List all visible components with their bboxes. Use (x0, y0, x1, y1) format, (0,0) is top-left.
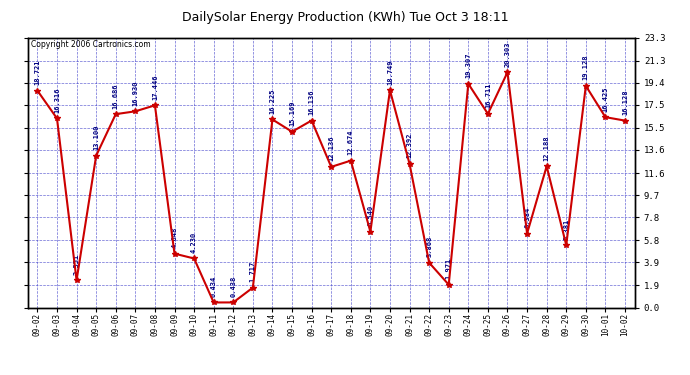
Text: 20.303: 20.303 (504, 41, 511, 67)
Text: DailySolar Energy Production (KWh) Tue Oct 3 18:11: DailySolar Energy Production (KWh) Tue O… (181, 11, 509, 24)
Text: Copyright 2006 Cartronics.com: Copyright 2006 Cartronics.com (30, 40, 150, 49)
Text: 1.717: 1.717 (250, 261, 256, 282)
Text: 16.128: 16.128 (622, 90, 628, 115)
Text: 6.540: 6.540 (367, 205, 373, 226)
Text: 16.136: 16.136 (308, 90, 315, 115)
Text: 19.307: 19.307 (465, 53, 471, 78)
Text: 16.686: 16.686 (112, 83, 119, 109)
Text: 0.434: 0.434 (210, 276, 217, 297)
Text: 12.188: 12.188 (544, 135, 550, 161)
Text: 19.128: 19.128 (583, 55, 589, 80)
Text: 18.749: 18.749 (387, 59, 393, 85)
Text: 6.384: 6.384 (524, 207, 530, 228)
Text: 16.316: 16.316 (54, 87, 60, 113)
Text: 1.971: 1.971 (446, 258, 452, 279)
Text: 13.100: 13.100 (93, 124, 99, 150)
Text: 16.425: 16.425 (602, 86, 609, 112)
Text: 15.169: 15.169 (289, 100, 295, 126)
Text: 17.446: 17.446 (152, 74, 158, 100)
Text: 4.648: 4.648 (172, 227, 177, 248)
Text: 16.225: 16.225 (269, 88, 275, 114)
Text: 16.711: 16.711 (485, 83, 491, 108)
Text: 5.381: 5.381 (563, 218, 569, 240)
Text: 0.438: 0.438 (230, 276, 236, 297)
Text: 12.674: 12.674 (348, 130, 354, 155)
Text: 2.351: 2.351 (74, 254, 79, 275)
Text: 3.868: 3.868 (426, 236, 432, 257)
Text: 18.721: 18.721 (34, 60, 41, 85)
Text: 12.392: 12.392 (406, 133, 413, 158)
Text: 12.136: 12.136 (328, 136, 334, 161)
Text: 16.930: 16.930 (132, 80, 138, 106)
Text: 4.230: 4.230 (191, 232, 197, 253)
